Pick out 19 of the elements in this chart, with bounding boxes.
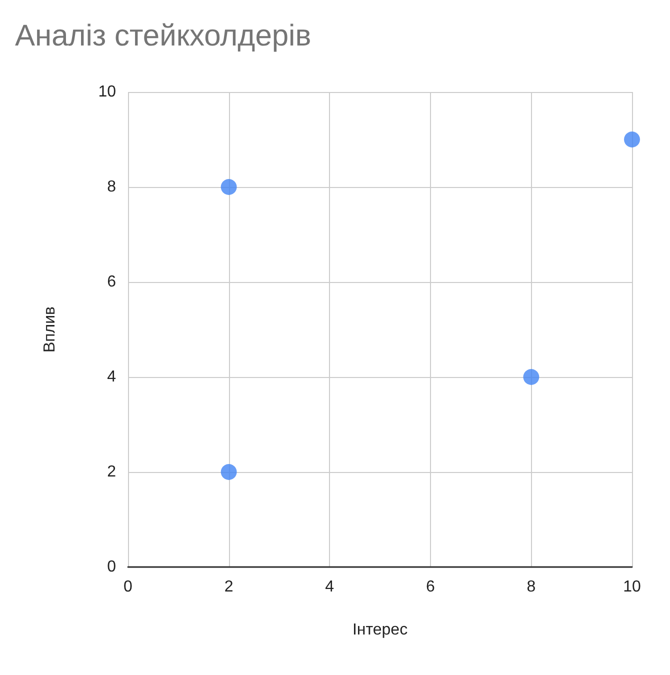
y-tick-label: 4: [107, 368, 116, 386]
point: [624, 132, 640, 148]
x-tick-label: 6: [426, 578, 435, 596]
y-tick-label: 0: [107, 558, 116, 576]
y-tick-label: 6: [107, 274, 116, 290]
y-tick-label: 10: [98, 84, 116, 100]
x-axis-title: Інтерес: [352, 622, 408, 638]
x-tick-label: 8: [526, 578, 536, 596]
point: [220, 464, 237, 480]
y-tick-label: 8: [107, 178, 116, 196]
x-tick-label: 10: [623, 578, 641, 596]
x-tick-label: 0: [124, 578, 133, 596]
x-tick-label: 2: [224, 578, 234, 596]
point: [523, 369, 540, 385]
chart-title: Аналіз стейкхолдерів: [15, 20, 312, 52]
x-tick-label: 4: [325, 578, 334, 596]
point: [220, 179, 237, 195]
y-axis-title: Вплив: [42, 306, 58, 353]
y-tick-label: 2: [107, 464, 116, 480]
